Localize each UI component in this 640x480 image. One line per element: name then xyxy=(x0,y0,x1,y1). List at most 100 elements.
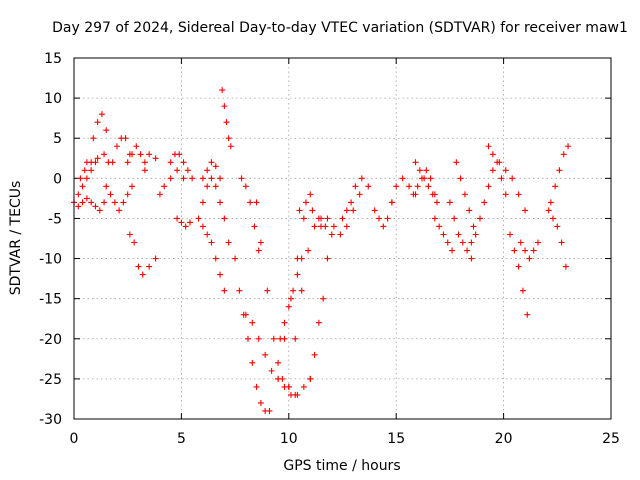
data-point xyxy=(425,183,432,190)
x-tick-label: 5 xyxy=(177,431,186,447)
data-point xyxy=(257,239,264,246)
y-tick-label: -30 xyxy=(39,412,62,428)
data-point xyxy=(277,335,284,342)
data-point xyxy=(253,383,260,390)
data-point xyxy=(189,175,196,182)
data-point xyxy=(515,191,522,198)
data-point xyxy=(208,159,215,166)
data-point xyxy=(217,271,224,278)
data-point xyxy=(199,199,206,206)
data-point xyxy=(79,199,86,206)
data-point xyxy=(507,231,514,238)
series-arc-39 xyxy=(517,239,541,262)
data-point xyxy=(212,255,219,262)
data-point xyxy=(262,351,269,358)
series-arc-37 xyxy=(489,159,529,214)
data-point xyxy=(223,119,230,126)
chart-title: Day 297 of 2024, Sidereal Day-to-day VTE… xyxy=(52,20,628,36)
data-point xyxy=(434,199,441,206)
series-arc-10 xyxy=(156,167,187,198)
data-point xyxy=(232,255,239,262)
data-point xyxy=(406,183,413,190)
data-point xyxy=(161,183,168,190)
data-point xyxy=(399,175,406,182)
data-point xyxy=(356,191,363,198)
data-point xyxy=(107,191,114,198)
y-axis-label: SDTVAR / TECUs xyxy=(8,181,24,296)
data-point xyxy=(376,215,383,222)
data-point xyxy=(502,167,509,174)
data-point xyxy=(98,111,105,118)
data-point xyxy=(393,183,400,190)
data-point xyxy=(318,223,325,230)
y-tick-label: 0 xyxy=(53,171,62,187)
data-point xyxy=(534,239,541,246)
series-arc-14 xyxy=(199,159,224,182)
data-point xyxy=(300,215,307,222)
data-point xyxy=(459,239,466,246)
y-tick-label: -15 xyxy=(39,292,62,308)
data-point xyxy=(384,215,391,222)
data-point xyxy=(204,183,211,190)
data-point xyxy=(227,143,234,150)
data-point xyxy=(135,263,142,270)
series-arc-31 xyxy=(412,159,441,206)
series-arc-38 xyxy=(507,231,531,318)
data-point xyxy=(296,207,303,214)
data-point xyxy=(199,223,206,230)
y-tick-label: 15 xyxy=(44,51,62,67)
data-point xyxy=(294,271,301,278)
data-point xyxy=(75,191,82,198)
data-point xyxy=(83,175,90,182)
data-point xyxy=(423,167,430,174)
series-arc-34 xyxy=(453,159,477,230)
series-arc-13 xyxy=(195,175,232,246)
data-point xyxy=(427,175,434,182)
data-point xyxy=(470,223,477,230)
data-point xyxy=(330,223,337,230)
data-point xyxy=(290,287,297,294)
data-point xyxy=(352,183,359,190)
y-tick-label: 10 xyxy=(44,91,62,107)
data-point xyxy=(292,391,299,398)
y-tick-label: -10 xyxy=(39,252,62,268)
data-point xyxy=(476,215,483,222)
data-point xyxy=(464,247,471,254)
data-point xyxy=(225,135,232,142)
series-arc-03 xyxy=(77,111,110,182)
data-point xyxy=(79,183,86,190)
data-point xyxy=(388,199,395,206)
series-arc-19 xyxy=(242,311,314,398)
data-point xyxy=(101,151,108,158)
data-point xyxy=(562,263,569,270)
series-arc-12 xyxy=(174,215,193,230)
data-point xyxy=(221,215,228,222)
y-tick-label: -25 xyxy=(39,372,62,388)
data-point xyxy=(292,335,299,342)
data-point xyxy=(264,287,271,294)
data-point xyxy=(221,103,228,110)
data-point xyxy=(298,287,305,294)
data-point xyxy=(275,375,282,382)
data-point xyxy=(204,167,211,174)
data-point xyxy=(455,231,462,238)
data-point xyxy=(208,239,215,246)
series-arc-26 xyxy=(318,191,363,238)
data-point xyxy=(242,311,249,318)
data-point xyxy=(90,135,97,142)
data-point xyxy=(324,255,331,262)
data-point xyxy=(146,263,153,270)
series-arc-06 xyxy=(109,135,133,166)
series-arc-25 xyxy=(307,255,331,382)
data-point xyxy=(446,199,453,206)
data-point xyxy=(139,271,146,278)
data-point xyxy=(81,167,88,174)
data-point xyxy=(75,203,82,210)
data-point xyxy=(152,255,159,262)
data-point xyxy=(122,135,129,142)
data-point xyxy=(517,239,524,246)
data-point xyxy=(519,287,526,294)
data-point xyxy=(92,203,99,210)
data-point xyxy=(96,207,103,214)
